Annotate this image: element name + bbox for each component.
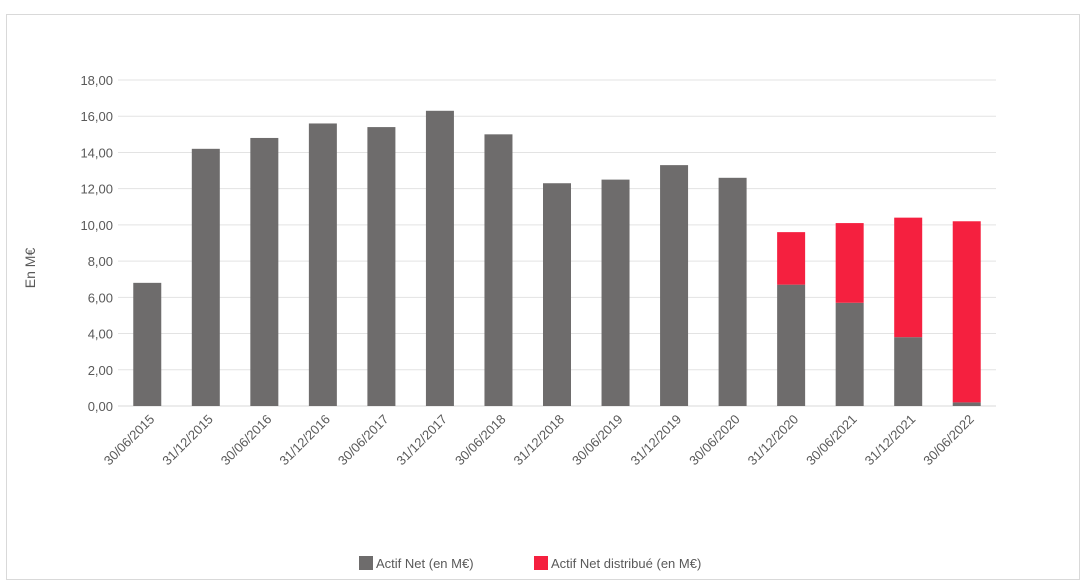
bars xyxy=(133,110,981,407)
bar-segment xyxy=(484,134,513,407)
bar-segment xyxy=(777,232,806,285)
bar-segment xyxy=(952,402,981,406)
legend-swatch xyxy=(359,556,373,570)
y-tick-label: 4,00 xyxy=(88,327,113,342)
x-tick-label: 30/06/2018 xyxy=(452,412,509,469)
bar-segment xyxy=(543,183,571,406)
legend-swatch xyxy=(534,556,548,570)
x-tick-label: 31/12/2021 xyxy=(862,412,919,469)
x-tick-label: 31/12/2016 xyxy=(276,412,333,469)
legend-label: Actif Net (en M€) xyxy=(376,556,474,571)
bar-segment xyxy=(952,221,981,403)
y-tick-label: 8,00 xyxy=(88,254,113,269)
x-tick-label: 30/06/2019 xyxy=(569,412,626,469)
x-axis-tick-labels: 30/06/2015 31/12/2015 30/06/2016 31/12/2016… xyxy=(101,412,977,469)
bar-segment xyxy=(425,110,454,407)
y-tick-label: 12,00 xyxy=(80,182,113,197)
y-tick-label: 16,00 xyxy=(80,109,113,124)
bar-segment xyxy=(835,223,864,303)
y-axis-tick-labels: 0,00 2,00 4,00 6,00 8,00 10,00 12,00 14,00 16,00… xyxy=(80,73,113,414)
x-tick-label: 30/06/2017 xyxy=(335,412,392,469)
bar-segment xyxy=(835,302,864,406)
x-tick-label: 31/12/2018 xyxy=(510,412,567,469)
x-tick-label: 30/06/2016 xyxy=(218,412,275,469)
bar-segment xyxy=(308,123,337,406)
x-tick-label: 30/06/2015 xyxy=(101,412,158,469)
x-tick-label: 30/06/2022 xyxy=(920,412,977,469)
y-axis-title: En M€ xyxy=(22,248,38,289)
y-tick-label: 10,00 xyxy=(80,218,113,233)
x-tick-label: 30/06/2021 xyxy=(803,412,860,469)
bar-segment xyxy=(191,148,220,407)
y-tick-label: 0,00 xyxy=(88,399,113,414)
bar-segment xyxy=(133,282,162,406)
bar-segment xyxy=(660,165,689,406)
legend-label: Actif Net distribué (en M€) xyxy=(551,556,701,571)
bar-segment xyxy=(894,337,923,406)
bar-segment xyxy=(777,284,806,406)
y-tick-label: 14,00 xyxy=(80,145,113,160)
x-tick-label: 31/12/2017 xyxy=(393,412,450,469)
legend: Actif Net (en M€) Actif Net distribué (en… xyxy=(359,556,701,571)
bar-segment xyxy=(894,217,923,338)
y-tick-label: 2,00 xyxy=(88,363,113,378)
bar-segment xyxy=(250,137,279,406)
x-tick-label: 31/12/2020 xyxy=(745,412,802,469)
y-tick-label: 6,00 xyxy=(88,290,113,305)
y-tick-label: 18,00 xyxy=(80,73,113,88)
bar-segment xyxy=(718,177,747,406)
x-tick-label: 31/12/2019 xyxy=(628,412,685,469)
x-tick-label: 30/06/2020 xyxy=(686,412,743,469)
x-tick-label: 31/12/2015 xyxy=(159,412,216,469)
bar-segment xyxy=(601,179,630,406)
bar-segment xyxy=(367,127,396,406)
